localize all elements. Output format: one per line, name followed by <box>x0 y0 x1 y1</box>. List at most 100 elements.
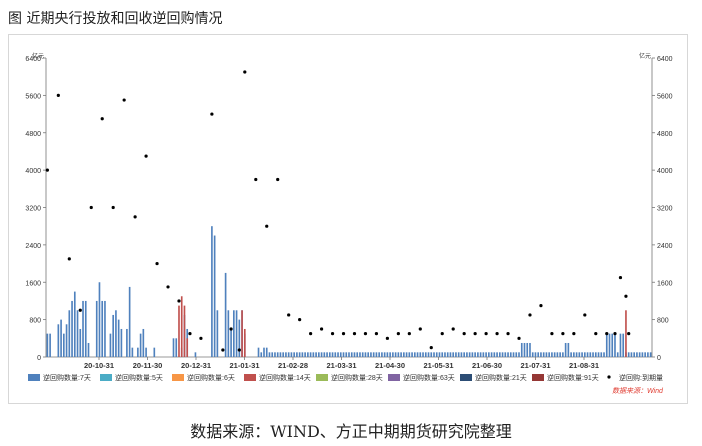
figure-title: 图 近期央行投放和回收逆回购情况 <box>8 11 223 27</box>
bar-7day <box>630 352 633 357</box>
x-tick-label: 20-11-30 <box>133 361 163 370</box>
x-tick-label: 21-03-31 <box>326 361 356 370</box>
left-tick-label: 4800 <box>25 131 41 138</box>
right-tick-label: 5600 <box>657 93 673 100</box>
maturity-point <box>229 327 233 331</box>
bar-7day <box>213 235 216 357</box>
bar-7day <box>383 352 386 357</box>
legend-label: 逆回购数量:28天 <box>331 373 383 382</box>
bar-7day <box>614 333 616 357</box>
bar-7day <box>649 352 652 357</box>
bar-7day <box>611 333 614 357</box>
bar-7day <box>287 352 290 357</box>
bar-7day <box>128 286 131 357</box>
maturity-point <box>67 257 71 261</box>
maturity-point <box>363 332 368 336</box>
x-tick-label: 21-05-31 <box>423 361 453 370</box>
bar-7day <box>482 352 485 357</box>
maturity-point <box>418 327 422 331</box>
source-note: 数据来源：WIND、方正中期期货研究院整理 <box>190 422 512 441</box>
bar-7day <box>493 352 496 357</box>
bar-7day <box>139 333 142 357</box>
bar-7day <box>608 333 611 357</box>
bar-7day <box>375 352 378 357</box>
bar-7day <box>444 352 446 357</box>
bar-14day <box>241 310 243 357</box>
maturity-point <box>385 336 389 340</box>
maturity-point <box>506 332 510 336</box>
bar-7day <box>498 352 501 357</box>
bar-7day <box>49 333 51 357</box>
maturity-point <box>155 261 159 266</box>
watermark: 数据来源：Wind <box>612 387 664 395</box>
legend-swatch <box>316 374 328 381</box>
bar-7day <box>573 352 575 357</box>
bar-7day <box>84 300 87 357</box>
x-tick-label: 21-07-31 <box>520 361 550 370</box>
bar-7day <box>644 352 646 357</box>
bar-14day <box>180 296 183 357</box>
maturity-point <box>583 313 587 317</box>
maturity-point <box>561 332 565 336</box>
legend-label: 逆回购数量:14天 <box>259 373 311 382</box>
bar-7day <box>331 352 334 357</box>
bar-7day <box>594 352 597 357</box>
bar-7day <box>117 319 120 357</box>
bar-7day <box>230 328 232 357</box>
right-tick-label: 2400 <box>657 243 673 250</box>
maturity-point <box>539 304 543 308</box>
bar-7day <box>326 352 328 357</box>
chart-frame <box>8 34 688 404</box>
bar-7day <box>564 342 567 357</box>
bar-7day <box>468 352 471 357</box>
maturity-point <box>319 327 324 331</box>
legend-swatch <box>28 374 40 381</box>
bar-7day <box>622 333 625 357</box>
bar-7day <box>175 338 178 357</box>
bar-7day <box>515 352 518 357</box>
bar-7day <box>364 352 367 357</box>
bar-7day <box>145 347 147 357</box>
bar-7day <box>455 352 457 357</box>
legend-swatch <box>388 374 400 381</box>
legend-swatch <box>244 374 256 381</box>
bar-7day <box>342 352 345 357</box>
bar-7day <box>235 310 238 357</box>
bar-7day <box>285 352 287 357</box>
bar-7day <box>312 352 315 357</box>
bar-7day <box>501 352 504 357</box>
bar-7day <box>578 352 581 357</box>
bar-7day <box>315 352 317 357</box>
bar-7day <box>98 282 101 357</box>
maturity-point <box>517 336 521 340</box>
maturity-point <box>298 318 302 322</box>
bar-7day <box>82 300 84 357</box>
maturity-point <box>45 168 49 172</box>
bar-7day <box>627 352 630 357</box>
bar-7day <box>430 352 433 357</box>
bar-7day <box>397 352 400 357</box>
x-tick-label: 21-04-30 <box>375 361 405 370</box>
maturity-point <box>166 285 170 289</box>
bar-7day <box>323 352 326 357</box>
bar-7day <box>526 342 529 357</box>
maturity-point <box>341 332 346 336</box>
bar-7day <box>274 352 276 357</box>
bar-7day <box>488 352 490 357</box>
bar-7day <box>581 352 583 357</box>
bar-7day <box>562 352 564 357</box>
legend-swatch <box>460 374 472 381</box>
maturity-point <box>605 332 609 336</box>
bar-7day <box>583 352 586 357</box>
legend-label: 逆回购数量:21天 <box>475 373 527 382</box>
bar-7day <box>216 310 219 357</box>
bar-7day <box>293 352 295 357</box>
maturity-point <box>243 70 247 74</box>
legend-swatch <box>607 375 611 379</box>
bar-7day <box>126 328 128 357</box>
maturity-point <box>111 205 115 210</box>
bar-7day <box>496 352 498 357</box>
right-unit-label: 亿元 <box>639 52 651 60</box>
bar-7day <box>534 352 537 357</box>
maturity-point <box>462 332 466 336</box>
